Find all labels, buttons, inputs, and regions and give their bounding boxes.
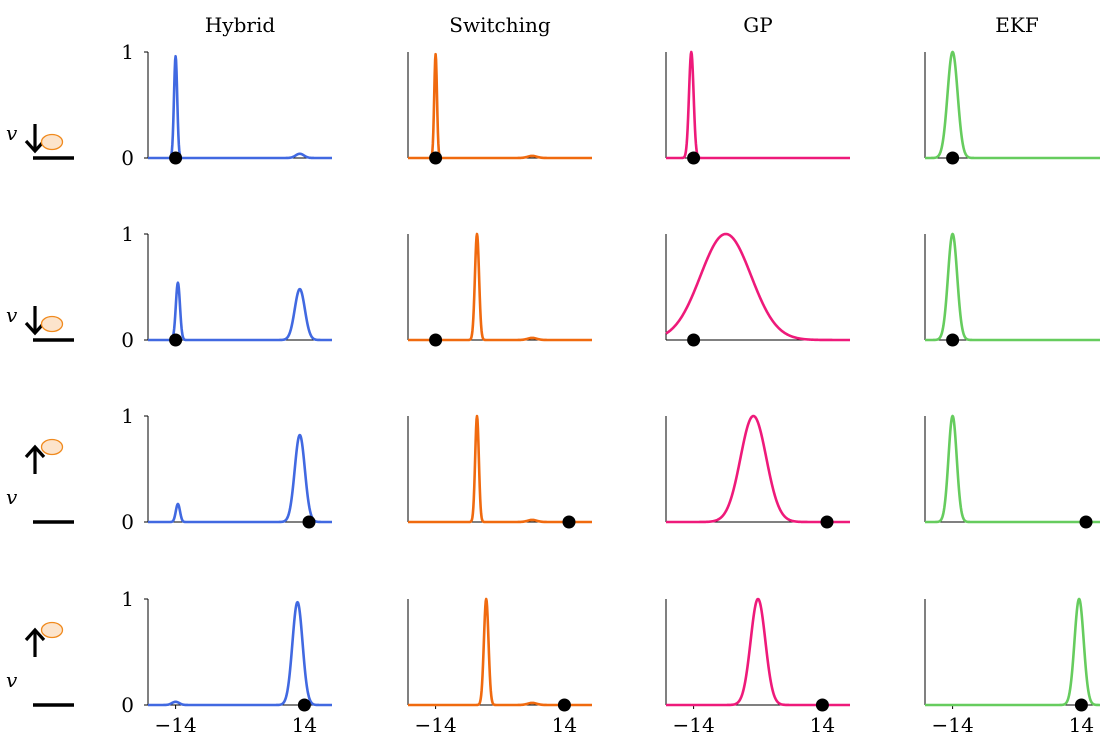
density-line-switching (407, 52, 593, 160)
row-label-3: v (6, 621, 74, 707)
panel-ekf-row-2 (924, 414, 1100, 529)
panel-switching-row-1 (407, 232, 593, 347)
true-state-marker (820, 515, 834, 529)
column-title-gp: GP (743, 13, 772, 37)
y-tick-label: 0 (121, 693, 134, 717)
density-line-hybrid (147, 433, 333, 524)
ball-icon (40, 133, 64, 151)
row-label-2: v (6, 438, 74, 524)
x-tick-label: 14 (810, 713, 835, 737)
density-line-gp (665, 232, 851, 342)
density-line-gp (665, 50, 851, 160)
x-tick-label: 14 (292, 713, 317, 737)
density-line-gp (665, 597, 851, 707)
true-state-marker (687, 333, 701, 347)
true-state-marker (429, 333, 443, 347)
density-line-gp (665, 414, 851, 524)
true-state-marker (302, 515, 316, 529)
column-title-switching: Switching (449, 13, 551, 37)
x-tick-label: −14 (931, 713, 973, 737)
y-tick-label: 0 (121, 328, 134, 352)
density-line-hybrid (147, 54, 333, 160)
density-line-hybrid (147, 600, 333, 707)
true-state-marker (562, 515, 576, 529)
panel-ekf-row-1 (924, 232, 1100, 347)
true-state-marker (557, 698, 571, 712)
panel-hybrid-row-0 (147, 52, 333, 165)
row-label-1: v (6, 303, 74, 342)
panel-switching-row-3 (407, 597, 593, 712)
ball-icon (40, 621, 64, 639)
y-tick-label: 0 (121, 146, 134, 170)
true-state-marker (169, 151, 183, 165)
true-state-marker (169, 333, 183, 347)
density-line-switching (407, 232, 593, 342)
density-line-ekf (924, 50, 1100, 160)
true-state-marker (429, 151, 443, 165)
column-title-hybrid: Hybrid (205, 13, 276, 37)
row-label-variable: v (6, 668, 18, 692)
arrow-up-icon (24, 627, 46, 642)
ball-icon (40, 315, 64, 333)
panel-ekf-row-3 (924, 597, 1100, 712)
panel-hybrid-row-1 (147, 234, 333, 347)
y-tick-label: 1 (121, 40, 134, 64)
true-state-marker (1079, 515, 1093, 529)
row-label-0: v (6, 121, 74, 160)
arrow-down-icon (24, 321, 46, 336)
row-label-variable: v (6, 303, 18, 327)
x-tick-label: 14 (1069, 713, 1094, 737)
true-state-marker (815, 698, 829, 712)
panel-switching-row-0 (407, 52, 593, 165)
panel-gp-row-0 (665, 50, 851, 165)
true-state-marker (687, 151, 701, 165)
x-tick-label: −14 (672, 713, 714, 737)
x-tick-label: −14 (414, 713, 456, 737)
density-line-ekf (924, 414, 1100, 524)
density-line-ekf (924, 232, 1100, 342)
panel-gp-row-1 (665, 232, 851, 347)
row-label-variable: v (6, 485, 18, 509)
panel-gp-row-2 (665, 414, 851, 529)
x-tick-label: 14 (552, 713, 577, 737)
panel-ekf-row-0 (924, 50, 1100, 165)
panel-switching-row-2 (407, 414, 593, 529)
density-line-switching (407, 414, 593, 524)
column-title-ekf: EKF (995, 13, 1039, 37)
arrow-up-icon (24, 444, 46, 459)
arrow-down-icon (24, 139, 46, 154)
density-line-switching (407, 597, 593, 707)
panel-hybrid-row-3 (147, 599, 333, 712)
y-tick-label: 1 (121, 404, 134, 428)
density-line-hybrid (147, 281, 333, 342)
x-tick-label: −14 (154, 713, 196, 737)
y-tick-label: 1 (121, 587, 134, 611)
row-label-variable: v (6, 121, 18, 145)
true-state-marker (1074, 698, 1088, 712)
panel-gp-row-3 (665, 597, 851, 712)
y-tick-label: 0 (121, 510, 134, 534)
true-state-marker (297, 698, 311, 712)
y-tick-label: 1 (121, 222, 134, 246)
true-state-marker (946, 151, 960, 165)
ball-icon (40, 438, 64, 456)
panel-hybrid-row-2 (147, 416, 333, 529)
density-line-ekf (924, 597, 1100, 707)
true-state-marker (946, 333, 960, 347)
